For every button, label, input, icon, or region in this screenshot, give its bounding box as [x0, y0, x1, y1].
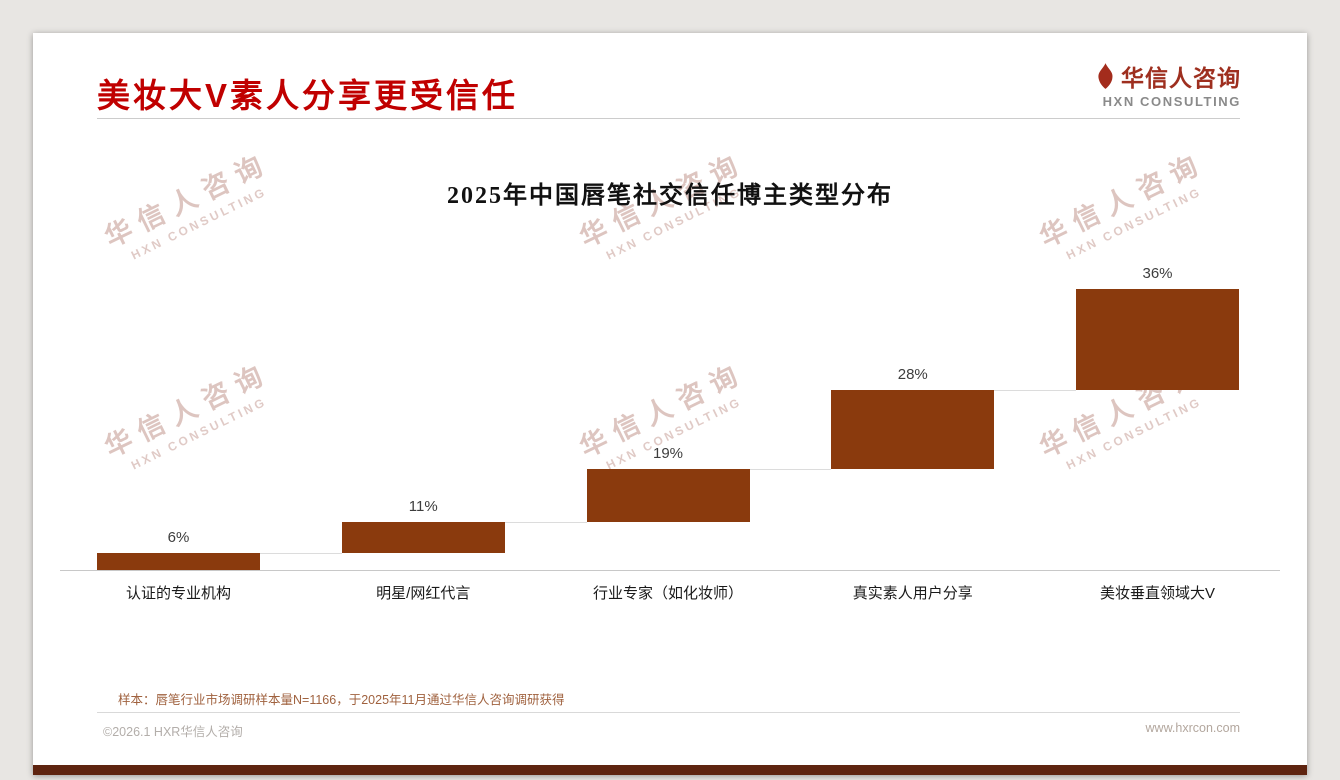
bar-1 — [97, 553, 260, 570]
footer-divider — [97, 712, 1240, 713]
flame-icon — [1096, 63, 1115, 89]
bar-2 — [341, 522, 505, 554]
bar-value-label: 11% — [408, 498, 438, 516]
category-label: 行业专家（如化妆师） — [592, 585, 743, 602]
website-link[interactable]: www.hxrcon.com — [1145, 721, 1240, 735]
bar-value-label: 28% — [897, 366, 928, 384]
slide: 华信人咨询 HXN CONSULTING 华信人咨询 HXN CONSULTING 华信… — [33, 33, 1307, 775]
footer: ©2026.1 HXR华信人咨询 www.hxrcon.com — [103, 721, 1240, 740]
bar-value-label: 6% — [167, 529, 190, 547]
category-label: 美妆垂直领域大V — [1099, 585, 1215, 602]
page-title: 美妆大V素人分享更受信任 — [97, 77, 519, 114]
logo-subtitle: HXN CONSULTING — [1102, 94, 1241, 109]
chart-title: 2025年中国唇笔社交信任博主类型分布 — [447, 183, 893, 209]
sample-footnote: 样本：唇笔行业市场调研样本量N=1166，于2025年11月通过华信人咨询调研获… — [118, 693, 565, 707]
bar-4 — [831, 390, 995, 469]
bottom-accent-strip — [33, 765, 1307, 775]
bar-value-label: 19% — [652, 444, 684, 462]
bar-5 — [1076, 289, 1239, 391]
bar-value-label: 36% — [1142, 265, 1173, 282]
category-label: 认证的专业机构 — [125, 585, 231, 602]
waterfall-connector-line — [260, 553, 342, 555]
x-axis-line — [60, 570, 1280, 571]
category-label: 明星/网红代言 — [376, 585, 471, 602]
waterfall-connector-line — [504, 522, 587, 524]
waterfall-connector-line — [994, 390, 1076, 392]
category-label: 真实素人用户分享 — [852, 585, 973, 602]
logo-name: 华信人咨询 — [1121, 65, 1241, 91]
copyright-text: ©2026.1 HXR华信人咨询 — [103, 725, 243, 739]
logo-row: 华信人咨询 — [1096, 59, 1241, 93]
header-divider — [97, 118, 1240, 119]
logo: 华信人咨询 HXN CONSULTING — [1096, 59, 1241, 109]
bar-3 — [586, 468, 750, 523]
waterfall-chart: 6% 认证的专业机构 11% 明星/网红代言 19% 行业专家（如化妆师） 28% 真实素人用… — [33, 33, 1307, 775]
slide-content: 美妆大V素人分享更受信任 华信人咨询 HXN CONSULTING 2025年中… — [33, 33, 1307, 775]
waterfall-connector-line — [749, 468, 832, 470]
